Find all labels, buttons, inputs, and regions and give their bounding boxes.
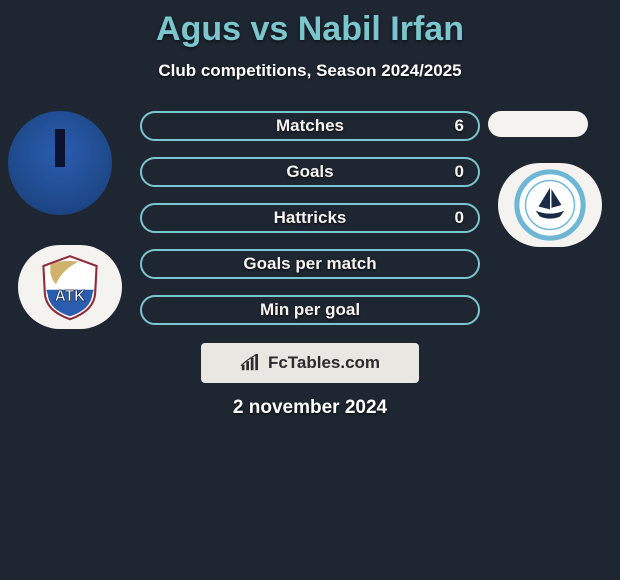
stat-row-hattricks: Hattricks 0: [140, 203, 480, 233]
stat-row-goals: Goals 0: [140, 157, 480, 187]
watermark-text: FcTables.com: [268, 353, 380, 373]
subtitle: Club competitions, Season 2024/2025: [0, 61, 620, 81]
stat-rows: Matches 6 Goals 0 Hattricks 0 Goals per …: [140, 111, 480, 325]
player-left-avatar: [8, 111, 112, 215]
stat-label: Hattricks: [274, 208, 347, 228]
stat-label: Min per goal: [260, 300, 360, 320]
club-right-badge: [498, 163, 602, 247]
bar-chart-icon: [240, 354, 262, 372]
stat-label: Goals: [286, 162, 333, 182]
stat-row-goals-per-match: Goals per match: [140, 249, 480, 279]
club-left-badge: ATK: [18, 245, 122, 329]
atk-shield-icon: ATK: [35, 252, 105, 322]
date-label: 2 november 2024: [0, 397, 620, 419]
svg-text:ATK: ATK: [55, 288, 86, 305]
stat-row-matches: Matches 6: [140, 111, 480, 141]
page-title: Agus vs Nabil Irfan: [0, 10, 620, 49]
comparison-card: Agus vs Nabil Irfan Club competitions, S…: [0, 0, 620, 429]
stat-value-right: 0: [455, 162, 464, 182]
stat-value-right: 0: [455, 208, 464, 228]
player-right-avatar: [488, 111, 588, 137]
stats-wrap: ATK Matches 6 Goals 0: [0, 111, 620, 419]
stat-label: Matches: [276, 116, 344, 136]
stat-value-right: 6: [455, 116, 464, 136]
watermark-badge: FcTables.com: [201, 343, 419, 383]
stat-label: Goals per match: [243, 254, 376, 274]
stat-row-min-per-goal: Min per goal: [140, 295, 480, 325]
ring-boat-icon: [514, 169, 586, 241]
